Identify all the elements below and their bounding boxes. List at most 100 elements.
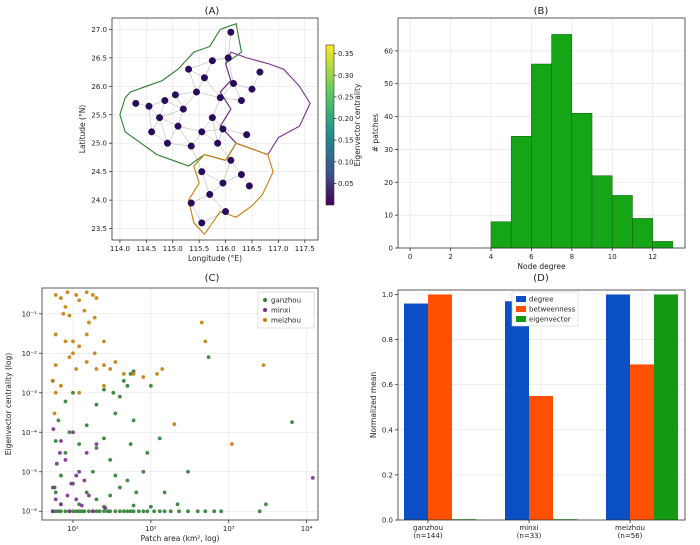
scatter-point-ganzhou: [63, 509, 68, 514]
network-edge: [201, 211, 226, 224]
map-x-tick-label: 117.0: [268, 245, 288, 253]
scatter-point-minxi: [90, 509, 95, 514]
bar-category-label-line: minxi: [519, 524, 538, 532]
colorbar-tick-label: 0.35: [338, 50, 354, 58]
network-node: [245, 182, 253, 190]
scatter-point-ganzhou: [97, 509, 102, 514]
scatter-point-minxi: [59, 439, 63, 443]
network-edge: [183, 91, 197, 110]
scatter-point-meizhou: [84, 332, 89, 337]
legend-label-eigenvector: eigenvector: [529, 316, 571, 324]
scatter-point-ganzhou: [212, 509, 217, 514]
network-node: [248, 85, 256, 93]
bar-eigenvector-1: [553, 519, 577, 520]
scatter-point-meizhou: [203, 339, 208, 344]
bar-category-label-line: (n=144): [413, 532, 442, 540]
panel-a-map: 114.0 114.5 115.0 115.5 116.0 116.5 117.0 117.5…: [78, 17, 362, 263]
histogram-bar: [571, 113, 593, 249]
scatter-point-ganzhou: [74, 509, 79, 514]
scatter-point-ganzhou: [67, 430, 72, 435]
panel-c-scatter: 10¹ 10² 10³ 10⁴ 10⁻⁶ 10⁻⁵ 10⁻⁴ 10⁻³ 10⁻² 10⁻¹ Patc…: [4, 287, 319, 543]
bar-betweenness-0: [428, 294, 452, 520]
scatter-point-minxi: [51, 427, 56, 432]
scatter-point-meizhou: [86, 320, 91, 325]
map-y-tick-label: 26.0: [91, 83, 107, 91]
scatter-point-ganzhou: [131, 509, 136, 514]
scatter-point-minxi: [77, 469, 82, 474]
scatter-point-meizhou: [53, 363, 58, 368]
map-y-tick-label: 26.5: [91, 54, 107, 62]
scatter-point-meizhou: [102, 339, 106, 344]
bar-category-label-line: ganzhou: [413, 524, 443, 532]
colorbar-tick-label: 0.15: [338, 137, 354, 145]
scatter-point-ganzhou: [84, 490, 89, 495]
scatter-point-ganzhou: [203, 509, 208, 514]
scatter-point-ganzhou: [71, 509, 75, 514]
scatter-point-ganzhou: [148, 504, 153, 509]
scatter-point-minxi: [52, 485, 57, 490]
scatter-point-minxi: [82, 478, 87, 483]
legend-marker-meizhou: [263, 318, 267, 322]
network-node: [200, 74, 208, 82]
scatter-point-ganzhou: [128, 509, 133, 514]
network-edge: [191, 146, 202, 172]
hist-y-tick-label: 40: [384, 113, 393, 121]
legend-label-degree: degree: [529, 296, 554, 304]
hist-y-tick-label: 0: [389, 245, 393, 253]
hist-y-tick-label: 30: [384, 146, 393, 154]
scatter-point-ganzhou: [157, 436, 162, 441]
network-edge: [177, 126, 192, 147]
network-node: [187, 199, 195, 207]
legend-label-minxi: minxi: [271, 307, 290, 315]
colorbar-tick-label: 0.20: [338, 115, 354, 123]
map-x-tick-label: 115.0: [163, 245, 183, 253]
scatter-point-minxi: [310, 475, 315, 480]
scatter-point-minxi: [79, 503, 84, 508]
network-node: [237, 97, 245, 105]
scatter-point-meizhou: [74, 293, 79, 297]
scatter-point-meizhou: [94, 367, 99, 371]
scatter-x-axis-label: Patch area (km², log): [141, 534, 220, 543]
colorbar-tick-label: 0.05: [338, 180, 354, 188]
map-x-tick-label: 116.5: [242, 245, 262, 253]
legend-marker-minxi: [263, 308, 267, 312]
scatter-point-meizhou: [102, 363, 106, 368]
network-node: [243, 131, 251, 139]
network-node: [208, 114, 216, 122]
network-node: [148, 128, 156, 136]
scatter-point-ganzhou: [108, 509, 113, 514]
scatter-point-meizhou: [92, 315, 97, 320]
scatter-point-ganzhou: [128, 442, 133, 447]
scatter-axes-frame: [41, 287, 319, 521]
scatter-point-ganzhou: [121, 509, 126, 514]
network-edge: [188, 69, 197, 93]
network-edge: [167, 143, 192, 147]
network-node: [132, 99, 140, 107]
scatter-point-meizhou: [77, 390, 82, 395]
scatter-point-ganzhou: [94, 509, 99, 514]
scatter-point-minxi: [63, 457, 68, 462]
scatter-point-ganzhou: [168, 509, 173, 514]
scatter-point-meizhou: [94, 296, 99, 300]
network-edge: [175, 91, 197, 96]
scatter-point-ganzhou: [113, 509, 118, 514]
network-edge: [217, 143, 232, 161]
scatter-point-ganzhou: [102, 436, 106, 441]
scatter-point-ganzhou: [131, 503, 136, 508]
network-node: [214, 139, 222, 147]
hist-x-tick-label: 12: [648, 253, 657, 261]
network-edge: [201, 128, 223, 133]
scatter-point-ganzhou: [125, 383, 130, 388]
scatter-y-tick-label: 10⁻²: [22, 350, 38, 358]
hist-x-tick-label: 8: [570, 253, 574, 261]
scatter-y-tick-label: 10⁻⁵: [22, 468, 38, 476]
network-node: [227, 28, 235, 36]
bar-axes-frame: [397, 289, 686, 521]
panel-b-histogram: 0 2 4 6 8 10 12 0 10 20 30 40 50 60 Node degree # patch…: [371, 17, 686, 271]
map-y-tick-label: 27.0: [91, 26, 107, 34]
scatter-point-meizhou: [102, 383, 106, 388]
panel-d-title: (D): [533, 273, 549, 284]
panel-b-title: (B): [534, 6, 549, 17]
scatter-x-tick-label: 10⁴: [301, 525, 313, 533]
panel-c-title: (C): [205, 273, 220, 284]
